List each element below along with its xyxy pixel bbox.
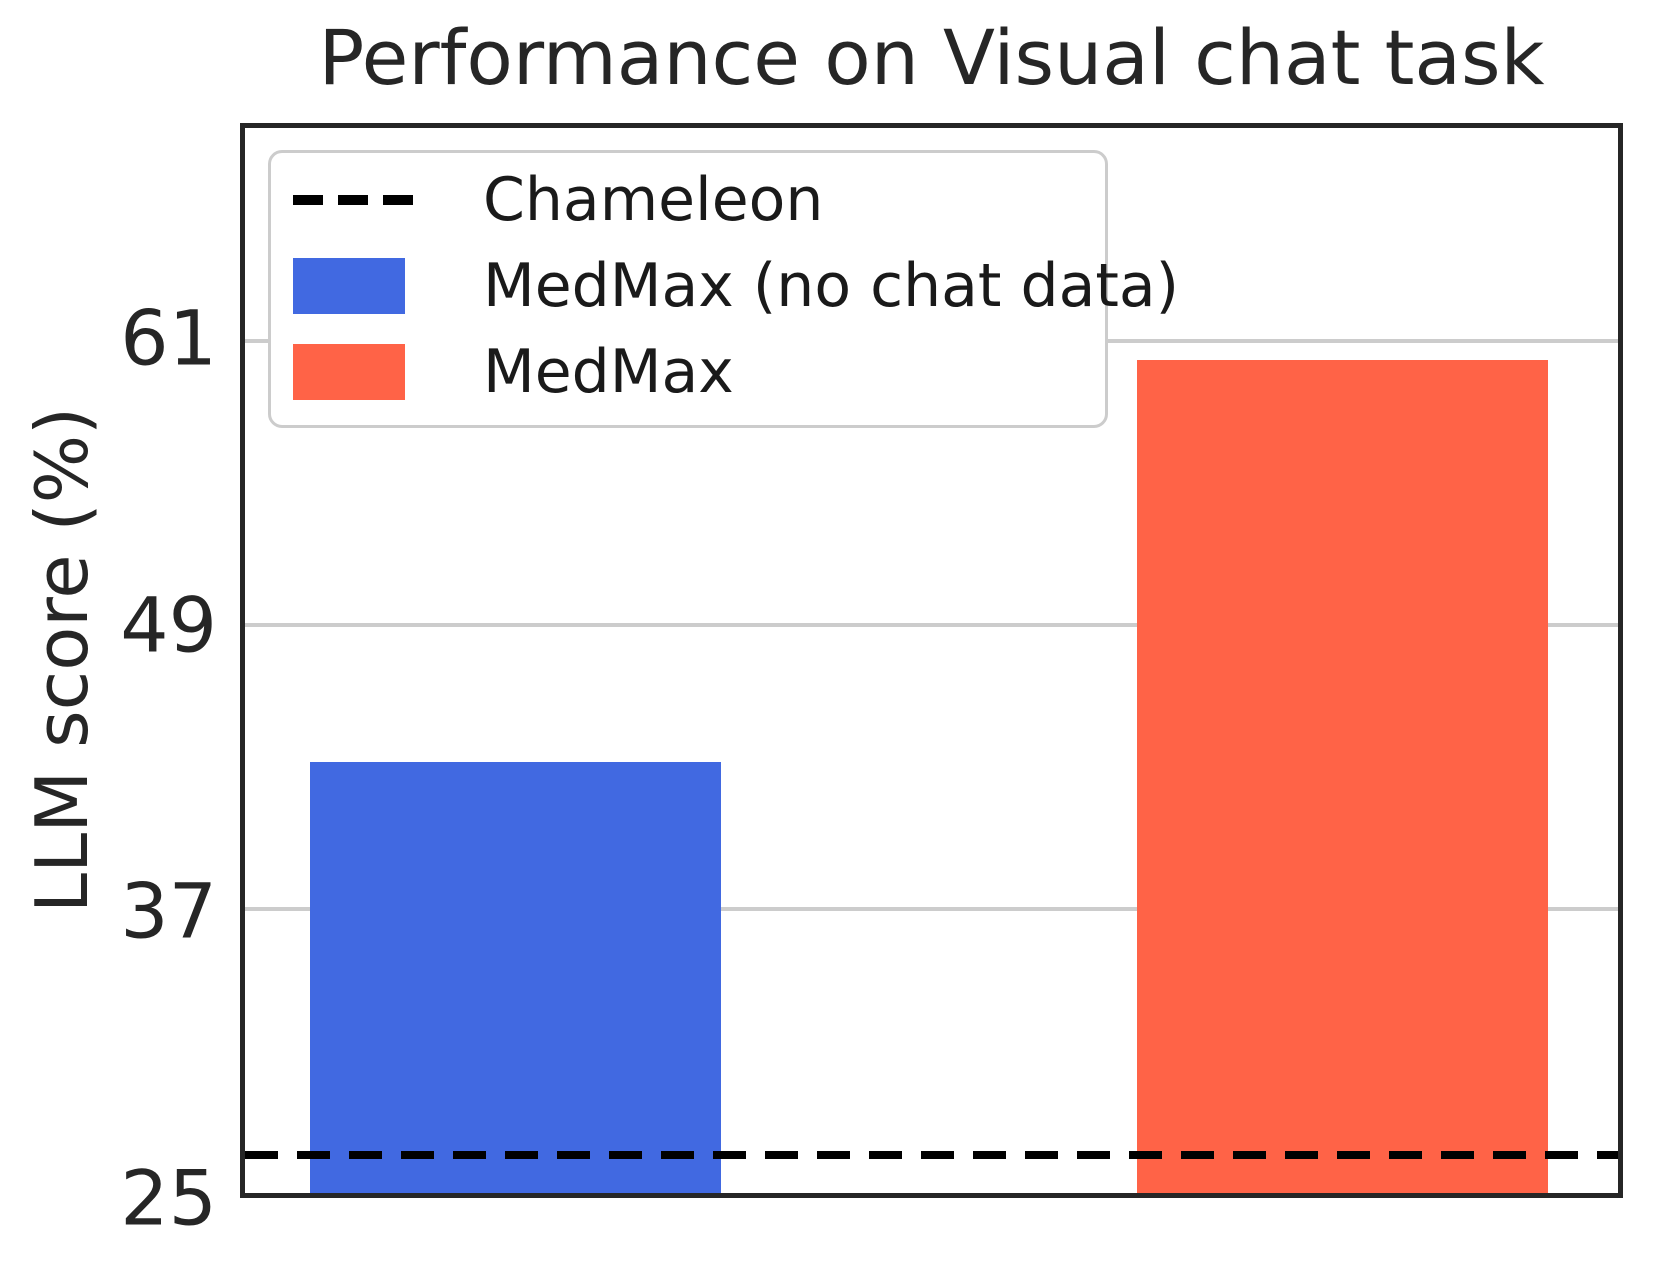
y-axis-tick-labels: 25 37 49 61 (0, 123, 217, 1243)
legend: Chameleon MedMax (no chat data) MedMax (268, 150, 1179, 428)
gridline (245, 623, 1618, 627)
legend-dashed-line-icon (293, 195, 425, 205)
y-tick-label: 49 (120, 580, 217, 670)
y-tick-label: 25 (120, 1153, 217, 1243)
legend-item-label: MedMax (no chat data) (483, 251, 1180, 321)
legend-item-label: MedMax (483, 337, 734, 407)
y-tick-label: 61 (120, 293, 217, 383)
legend-item-label: Chameleon (483, 165, 824, 235)
bar-medmax-no-chat-data (310, 762, 721, 1193)
legend-item-medmax-no-chat-data: MedMax (no chat data) (271, 243, 1179, 329)
y-tick-label: 37 (120, 866, 217, 956)
gridline (245, 907, 1618, 911)
legend-item-medmax: MedMax (271, 329, 1105, 415)
legend-swatch-icon (293, 344, 405, 400)
legend-item-chameleon: Chameleon (271, 157, 1105, 243)
chart-title: Performance on Visual chat task (318, 13, 1545, 102)
legend-swatch-icon (293, 258, 405, 314)
bar-medmax (1137, 359, 1548, 1193)
chameleon-baseline-line (245, 1151, 1618, 1160)
